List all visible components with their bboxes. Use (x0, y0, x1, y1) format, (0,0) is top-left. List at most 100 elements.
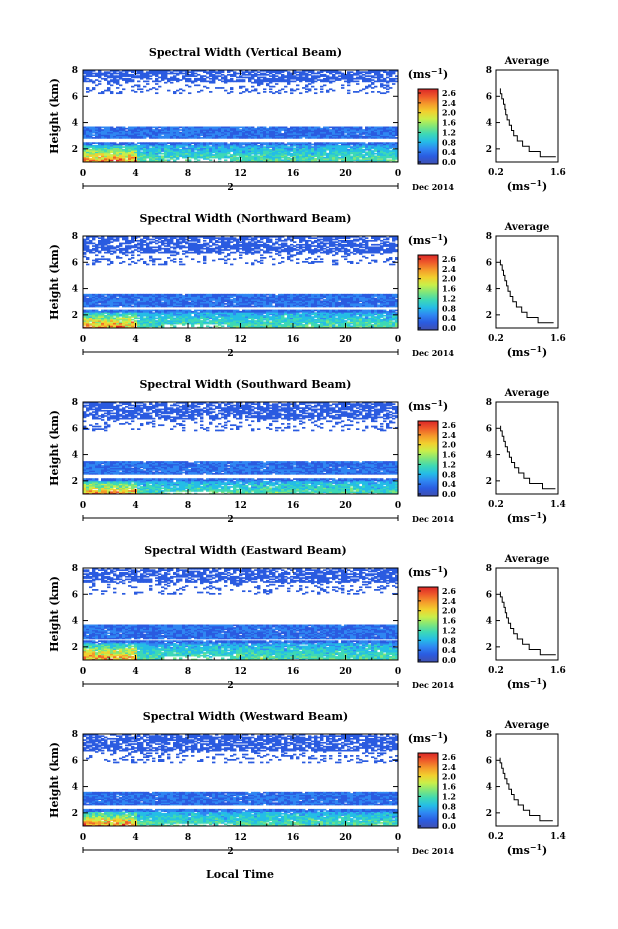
heatmap-cell (86, 245, 90, 247)
heatmap-cell (98, 133, 102, 135)
heatmap-cell (173, 134, 177, 137)
heatmap-cell (215, 151, 219, 154)
heatmap-cell (233, 297, 237, 300)
x-tick-label: 4 (132, 169, 138, 179)
heatmap-cell (107, 147, 111, 150)
heatmap-cell (263, 91, 267, 93)
heatmap-cell (263, 88, 267, 91)
heatmap-cell (185, 155, 189, 158)
heatmap-cell (140, 156, 144, 159)
heatmap-cell (140, 251, 144, 254)
heatmap-cell (218, 72, 222, 75)
heatmap-cell (161, 155, 165, 158)
heatmap-cell (83, 142, 87, 144)
heatmap-cell (158, 309, 162, 312)
heatmap-cell (158, 76, 162, 79)
heatmap-cell (227, 249, 231, 251)
heatmap-cell (152, 129, 156, 131)
heatmap-cell (146, 134, 150, 137)
heatmap-cell (221, 142, 225, 144)
heatmap-cell (173, 317, 177, 320)
heatmap-cell (191, 129, 195, 131)
heatmap-cell (164, 293, 168, 296)
heatmap-cell (131, 318, 135, 321)
heatmap-cell (95, 144, 99, 147)
heatmap-cell (152, 312, 156, 314)
heatmap-cell (215, 152, 219, 155)
heatmap-cell (98, 70, 102, 72)
heatmap-cell (95, 72, 99, 75)
heatmap-cell (305, 91, 309, 93)
heatmap-cell (167, 77, 171, 80)
heatmap-cell (119, 76, 123, 79)
heatmap-cell (128, 79, 132, 81)
heatmap-cell (176, 129, 180, 131)
heatmap-cell (206, 80, 210, 83)
heatmap-cell (161, 129, 165, 131)
heatmap-cell (203, 147, 207, 150)
heatmap-cell (218, 70, 222, 72)
heatmap-cell (119, 159, 123, 162)
heatmap-cell (176, 143, 180, 146)
heatmap-cell (209, 143, 213, 146)
heatmap-cell (83, 148, 87, 151)
heatmap-cell (173, 152, 177, 155)
heatmap-cell (377, 91, 381, 93)
heatmap-cell (221, 150, 225, 152)
heatmap-cell (194, 158, 198, 160)
heatmap-cell (86, 71, 90, 74)
heatmap-cell (140, 147, 144, 150)
heatmap-cell (350, 142, 354, 144)
heatmap-cell (203, 150, 207, 152)
heatmap-cell (383, 87, 387, 89)
heatmap-cell (365, 156, 369, 159)
colorbar-unit: (ms−1) (408, 66, 449, 81)
heatmap-cell (104, 309, 108, 312)
heatmap-cell (173, 142, 177, 144)
heatmap-cell (362, 142, 366, 144)
heatmap-cell (161, 148, 165, 151)
heatmap-cell (212, 75, 216, 77)
heatmap-cell (185, 144, 189, 147)
heatmap-cell (194, 154, 198, 156)
heatmap-cell (341, 84, 345, 87)
heatmap-cell (95, 309, 99, 312)
heatmap-cell (197, 129, 201, 131)
heatmap-cell (185, 75, 189, 77)
heatmap-cell (107, 155, 111, 158)
heatmap-cell (206, 151, 210, 154)
heatmap-cell (116, 87, 120, 89)
heatmap-cell (209, 73, 213, 76)
heatmap-cell (158, 126, 162, 129)
heatmap-cell (170, 254, 174, 257)
heatmap-cell (125, 142, 129, 144)
heatmap-cell (113, 146, 117, 148)
heatmap-cell (116, 148, 120, 151)
heatmap-cell (311, 146, 315, 148)
heatmap-cell (155, 293, 159, 296)
heatmap-cell (113, 137, 117, 139)
heatmap-cell (209, 71, 213, 74)
heatmap-cell (191, 73, 195, 76)
heatmap-cell (251, 85, 255, 88)
heatmap-cell (269, 85, 273, 88)
heatmap-cell (302, 142, 306, 144)
heatmap-cell (155, 152, 159, 155)
heatmap-cell (371, 126, 375, 129)
heatmap-cell (92, 80, 96, 83)
heatmap-cell (155, 129, 159, 131)
heatmap-cell (128, 152, 132, 155)
heatmap-cell (251, 155, 255, 158)
heatmap-cell (173, 258, 177, 261)
heatmap-cell (320, 91, 324, 93)
heatmap-cell (164, 77, 168, 80)
heatmap-cell (119, 131, 123, 134)
heatmap-cell (170, 246, 174, 249)
heatmap-cell (110, 293, 114, 296)
heatmap-cell (149, 293, 153, 296)
heatmap-cell (173, 246, 177, 249)
heatmap-cell (149, 142, 153, 144)
heatmap-cell (224, 89, 228, 92)
heatmap-cell (209, 142, 213, 144)
heatmap-cell (185, 137, 189, 139)
